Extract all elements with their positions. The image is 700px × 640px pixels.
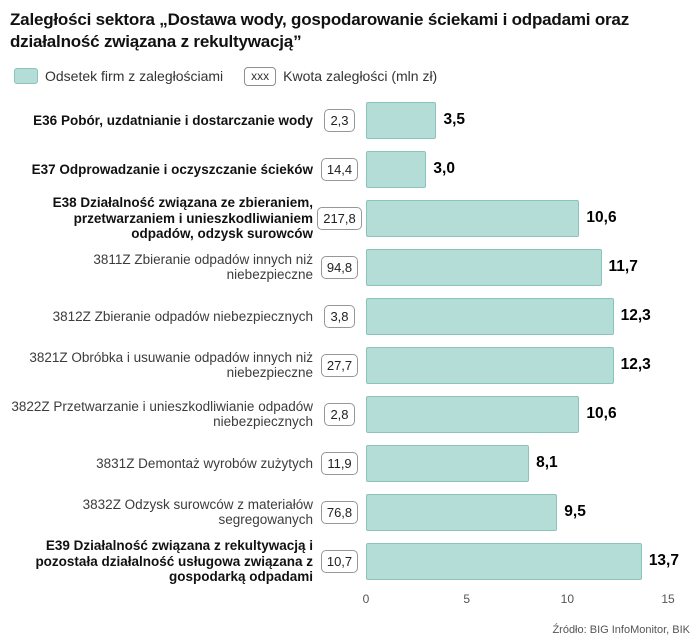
bar-value: 12,3 bbox=[620, 307, 651, 325]
axis-tick: 5 bbox=[463, 591, 470, 606]
chart-row: E36 Pobór, uzdatnianie i dostarczanie wo… bbox=[8, 96, 700, 145]
amount-box: 217,8 bbox=[317, 206, 362, 230]
row-label: 3831Z Demontaż wyrobów zużytych bbox=[96, 455, 313, 471]
legend-amount-label: Kwota zaległości (mln zł) bbox=[283, 68, 438, 85]
chart-row: E39 Działalność związana z rekultywacją … bbox=[8, 537, 700, 586]
legend: Odsetek firm z zaległościami xxx Kwota z… bbox=[0, 54, 700, 94]
bar bbox=[366, 199, 580, 237]
bar bbox=[366, 493, 558, 531]
amount-box: 14,4 bbox=[320, 157, 359, 181]
page-title: Zaległości sektora „Dostawa wody, gospod… bbox=[10, 10, 629, 52]
amount-column: 14,4 bbox=[313, 157, 366, 181]
bar bbox=[366, 444, 530, 482]
amount-column: 217,8 bbox=[313, 206, 366, 230]
amount-column: 2,3 bbox=[313, 108, 366, 132]
bar bbox=[366, 248, 602, 286]
row-label: E38 Działalność związana ze zbieraniem, … bbox=[52, 195, 313, 242]
bar-value: 10,6 bbox=[586, 209, 617, 227]
legend-amount-symbol: xxx bbox=[244, 66, 277, 86]
amount-box: 27,7 bbox=[320, 353, 359, 377]
bar-zone: 12,3 bbox=[366, 346, 700, 384]
bar-value: 10,6 bbox=[586, 405, 617, 423]
bar-zone: 9,5 bbox=[366, 493, 700, 531]
axis-tick: 10 bbox=[560, 591, 575, 606]
bar bbox=[366, 346, 614, 384]
row-label: 3832Z Odzysk surowców z materiałów segre… bbox=[82, 497, 313, 528]
bar bbox=[366, 150, 427, 188]
bar bbox=[366, 395, 580, 433]
bar-zone: 3,5 bbox=[366, 101, 700, 139]
bar-zone: 12,3 bbox=[366, 297, 700, 335]
row-label: 3811Z Zbieranie odpadów innych niż niebe… bbox=[93, 252, 313, 283]
bar-value: 9,5 bbox=[564, 503, 586, 521]
amount-box: 2,3 bbox=[324, 108, 355, 132]
bar bbox=[366, 297, 614, 335]
amount-column: 94,8 bbox=[313, 255, 366, 279]
bar-zone: 8,1 bbox=[366, 444, 700, 482]
amount-column: 2,8 bbox=[313, 402, 366, 426]
amount-column: 11,9 bbox=[313, 451, 366, 475]
row-label: E37 Odprowadzanie i oczyszczanie ścieków bbox=[31, 161, 313, 177]
row-label: E39 Działalność związana z rekultywacją … bbox=[35, 538, 313, 585]
bar-value: 11,7 bbox=[608, 258, 638, 276]
amount-column: 10,7 bbox=[313, 549, 366, 573]
amount-box: 94,8 bbox=[320, 255, 359, 279]
axis-tick: 15 bbox=[661, 591, 675, 606]
chart-row: 3811Z Zbieranie odpadów innych niż niebe… bbox=[8, 243, 700, 292]
row-label: 3822Z Przetwarzanie i unieszkodliwianie … bbox=[11, 399, 313, 430]
amount-box: 2,8 bbox=[324, 402, 355, 426]
amount-box: 3,8 bbox=[324, 304, 355, 328]
legend-bar-label: Odsetek firm z zaległościami bbox=[45, 68, 224, 85]
bar-zone: 3,0 bbox=[366, 150, 700, 188]
bar-zone: 11,7 bbox=[366, 248, 700, 286]
chart-row: 3812Z Zbieranie odpadów niebezpiecznych 3… bbox=[8, 292, 700, 341]
legend-bar-swatch bbox=[14, 68, 38, 85]
amount-box: 76,8 bbox=[320, 500, 359, 524]
x-axis: 0 5 10 15 bbox=[362, 591, 675, 608]
source-note: Źródło: BIG InfoMonitor, BIK bbox=[552, 624, 690, 636]
chart-row: 3821Z Obróbka i usuwanie odpadów innych … bbox=[8, 341, 700, 390]
bar-zone: 10,6 bbox=[366, 395, 700, 433]
amount-box: 11,9 bbox=[321, 451, 358, 475]
chart-row: E37 Odprowadzanie i oczyszczanie ścieków… bbox=[8, 145, 700, 194]
amount-column: 76,8 bbox=[313, 500, 366, 524]
bar-value: 8,1 bbox=[536, 454, 558, 472]
bar-value: 3,5 bbox=[443, 111, 466, 129]
chart-row: 3822Z Przetwarzanie i unieszkodliwianie … bbox=[8, 390, 700, 439]
row-label: 3812Z Zbieranie odpadów niebezpiecznych bbox=[52, 308, 313, 324]
bar-value: 13,7 bbox=[648, 552, 679, 570]
bar bbox=[366, 101, 437, 139]
amount-column: 3,8 bbox=[313, 304, 366, 328]
bar-chart: E36 Pobór, uzdatnianie i dostarczanie wo… bbox=[0, 94, 700, 586]
bar-zone: 10,6 bbox=[366, 199, 700, 237]
row-label: 3821Z Obróbka i usuwanie odpadów innych … bbox=[29, 350, 313, 381]
chart-row: 3832Z Odzysk surowców z materiałów segre… bbox=[8, 488, 700, 537]
amount-box: 10,7 bbox=[320, 549, 359, 573]
axis-tick: 0 bbox=[362, 591, 370, 606]
bar-value: 3,0 bbox=[433, 160, 455, 178]
bar-value: 12,3 bbox=[620, 356, 651, 374]
chart-row: E38 Działalność związana ze zbieraniem, … bbox=[8, 194, 700, 243]
chart-row: 3831Z Demontaż wyrobów zużytych 11,9 8,1 bbox=[8, 439, 700, 488]
bar-zone: 13,7 bbox=[366, 542, 700, 580]
amount-column: 27,7 bbox=[313, 353, 366, 377]
row-label: E36 Pobór, uzdatnianie i dostarczanie wo… bbox=[33, 112, 313, 128]
bar bbox=[366, 542, 642, 580]
